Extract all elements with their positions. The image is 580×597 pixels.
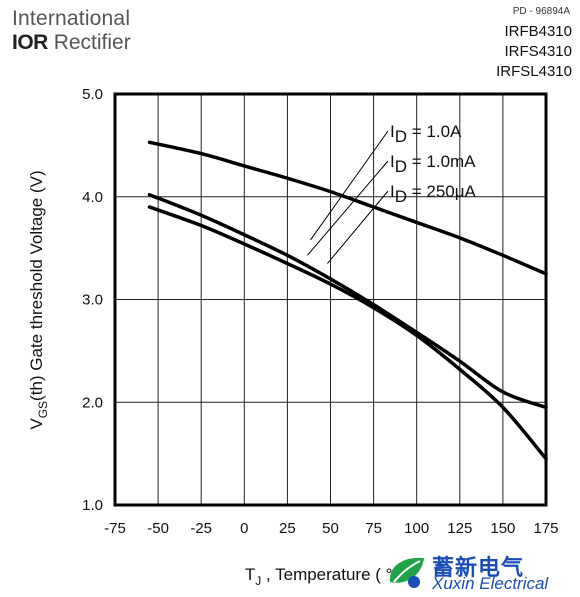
- plot-frame: [113, 92, 548, 507]
- brand-name-line1: International: [12, 7, 131, 30]
- series-label: ID = 1.0mA: [390, 152, 476, 176]
- x-tick-label: 100: [404, 520, 429, 537]
- part-number: IRFB4310: [504, 23, 572, 40]
- series-leader-line: [307, 160, 389, 256]
- part-number-list: IRFB4310 IRFS4310 IRFSL4310: [496, 22, 572, 82]
- series-label: ID = 250μA: [390, 182, 477, 206]
- watermark-cn-text: 蓄新电气: [432, 555, 525, 580]
- watermark-en-text: Xuxin Electrical: [432, 574, 549, 593]
- series-line: [147, 192, 548, 410]
- series-line: [147, 205, 548, 461]
- leaf-logo-icon: [389, 557, 424, 588]
- x-tick-label: 150: [490, 520, 515, 537]
- y-axis-label: VGS(th) Gate threshold Voltage (V): [27, 170, 50, 429]
- series-label: ID = 1.0A: [390, 122, 462, 146]
- x-tick-label: -75: [104, 520, 126, 537]
- part-number: IRFS4310: [504, 43, 572, 60]
- series-leader-line: [327, 190, 389, 264]
- x-tick-label: -50: [147, 520, 169, 537]
- x-tick-label: 50: [322, 520, 339, 537]
- y-tick-label: 4.0: [82, 189, 103, 206]
- document-reference: PD - 96894A: [512, 6, 570, 17]
- x-tick-label: 75: [365, 520, 382, 537]
- ior-logo: IOR: [12, 31, 48, 54]
- y-tick-label: 1.0: [82, 497, 103, 514]
- x-tick-label: 0: [240, 520, 248, 537]
- x-tick-label: 125: [447, 520, 472, 537]
- y-tick-label: 3.0: [82, 292, 103, 309]
- part-number: IRFSL4310: [496, 63, 572, 80]
- brand-name-rest: Rectifier: [53, 31, 131, 54]
- y-tick-label: 5.0: [82, 86, 103, 103]
- brand-name-line2: IOR Rectifier: [12, 32, 131, 53]
- series-leader-line: [310, 130, 389, 241]
- y-tick-label: 2.0: [82, 394, 103, 411]
- x-tick-label: 175: [533, 520, 558, 537]
- watermark: 蓄新电气 Xuxin Electrical: [380, 548, 580, 597]
- series-line: [147, 140, 548, 276]
- x-tick-label: -25: [190, 520, 212, 537]
- x-axis-label: TJ , Temperature ( °C ): [245, 565, 415, 588]
- brand-logo: International IOR Rectifier: [12, 8, 131, 53]
- x-tick-label: 25: [279, 520, 296, 537]
